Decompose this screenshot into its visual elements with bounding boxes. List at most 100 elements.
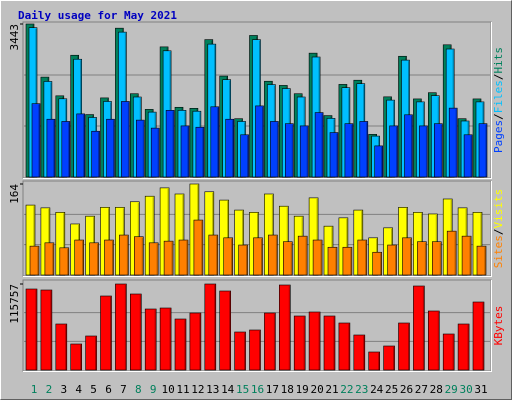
x-tick-label: 14 [221, 383, 235, 396]
bar [448, 107, 458, 178]
x-tick-label: 27 [415, 383, 428, 396]
bar [119, 234, 129, 276]
bar [165, 110, 175, 178]
bar [178, 239, 189, 276]
bar [89, 242, 99, 276]
plot-edge [23, 22, 492, 179]
bar [29, 245, 40, 276]
bar [293, 315, 306, 371]
bar [59, 247, 70, 276]
bar [223, 237, 233, 276]
x-tick-label: 24 [370, 383, 384, 396]
legend-entry: Files [492, 80, 505, 113]
plot-edge [23, 280, 492, 372]
x-tick-label: 28 [430, 383, 443, 396]
bar [270, 121, 279, 178]
x-tick-label: 22 [340, 383, 353, 396]
plot-edge [23, 181, 492, 277]
x-tick-label: 29 [445, 383, 458, 396]
bar [398, 322, 410, 371]
bar [344, 123, 354, 178]
bar [55, 323, 68, 371]
x-tick-label: 18 [281, 383, 294, 396]
bar [180, 125, 190, 178]
x-tick-label: 8 [135, 383, 142, 396]
x-tick-label: 20 [310, 383, 323, 396]
bar [76, 113, 85, 178]
x-tick-label: 5 [90, 383, 97, 396]
bar [338, 322, 351, 371]
bar [210, 106, 220, 178]
bar [136, 119, 145, 178]
bar [150, 127, 160, 178]
bar [159, 307, 172, 371]
bar [61, 121, 71, 178]
legend: Pages/Files/Hits [492, 47, 505, 153]
bar [238, 244, 248, 276]
bar [255, 105, 264, 178]
bar [144, 308, 157, 371]
bar [91, 130, 100, 178]
bar [329, 132, 339, 178]
bar [253, 237, 263, 276]
y-tick-label: 3443 [8, 24, 21, 51]
bar [189, 312, 202, 371]
legend-entry: KBytes [492, 306, 505, 346]
bar [342, 246, 353, 276]
bar [427, 310, 440, 371]
bar [234, 331, 246, 371]
legend-separator: / [492, 74, 505, 81]
bar [472, 301, 485, 371]
bar [46, 118, 56, 178]
bar [297, 235, 308, 276]
bar [115, 283, 127, 371]
legend-separator: / [492, 113, 505, 120]
bar [327, 246, 338, 276]
bar [240, 134, 249, 178]
bar [195, 126, 205, 178]
x-tick-label: 11 [176, 383, 189, 396]
bar [40, 289, 53, 371]
y-tick-label: 164 [8, 184, 21, 204]
bar [25, 288, 38, 371]
x-tick-label: 3 [60, 383, 67, 396]
x-tick-label: 30 [459, 383, 472, 396]
x-tick-label: 10 [161, 383, 174, 396]
x-tick-label: 2 [46, 383, 53, 396]
x-tick-label: 21 [325, 383, 338, 396]
x-tick-label: 17 [266, 383, 279, 396]
bar [314, 112, 324, 178]
bar [100, 295, 112, 371]
chart-title: Daily usage for May 2021 [18, 9, 177, 22]
x-tick-label: 6 [105, 383, 112, 396]
bar [174, 318, 187, 371]
bar [219, 290, 231, 371]
x-tick-label: 19 [296, 383, 309, 396]
bar [419, 125, 428, 178]
bar [163, 240, 174, 276]
bar [278, 284, 291, 371]
x-tick-label: 25 [385, 383, 398, 396]
bar [208, 234, 219, 276]
x-tick-label: 9 [150, 383, 157, 396]
bar [249, 329, 261, 371]
bar [357, 239, 368, 276]
bar [383, 345, 395, 371]
legend-entry: Visits [492, 189, 505, 229]
bar [31, 103, 41, 178]
bar [121, 101, 130, 178]
x-tick-label: 4 [75, 383, 82, 396]
bar [268, 234, 278, 276]
bar [353, 334, 366, 371]
bar [299, 125, 309, 178]
bar [417, 241, 427, 276]
bar [389, 125, 398, 178]
legend-entry: Pages [492, 120, 505, 153]
legend: KBytes [492, 306, 505, 346]
bar [374, 145, 384, 178]
bar [85, 335, 97, 371]
bar [372, 251, 383, 276]
y-tick-label: 115757 [8, 284, 21, 324]
bar [478, 123, 488, 178]
bar [323, 315, 336, 371]
